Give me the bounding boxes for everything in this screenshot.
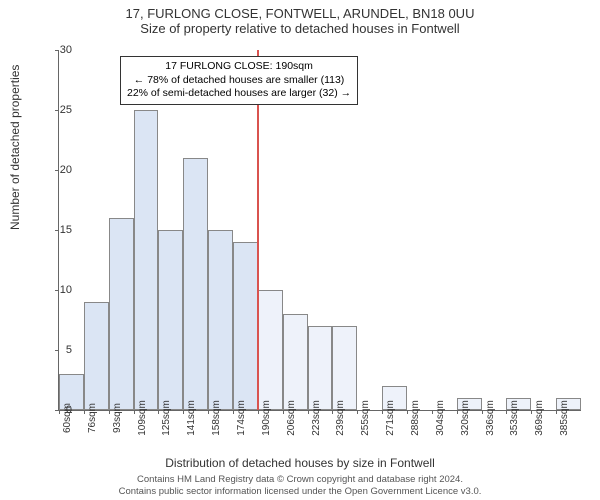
histogram-bar [183, 158, 208, 410]
histogram-bar [283, 314, 308, 410]
x-axis-label: Distribution of detached houses by size … [0, 456, 600, 470]
x-tick-label: 320sqm [460, 400, 471, 436]
histogram-bar [134, 110, 159, 410]
x-tick-label: 353sqm [509, 400, 520, 436]
x-tick-mark [407, 410, 408, 414]
annotation-callout: 17 FURLONG CLOSE: 190sqm ← 78% of detach… [120, 56, 358, 105]
y-tick-label: 30 [60, 44, 72, 56]
x-tick-mark [457, 410, 458, 414]
histogram-bar [208, 230, 233, 410]
page-subtitle: Size of property relative to detached ho… [0, 21, 600, 36]
histogram-bar [158, 230, 183, 410]
footer-attribution: Contains HM Land Registry data © Crown c… [0, 474, 600, 497]
x-tick-mark [506, 410, 507, 414]
x-tick-label: 125sqm [161, 400, 172, 436]
x-tick-label: 93sqm [112, 403, 123, 433]
histogram-bar [233, 242, 258, 410]
histogram-bar [258, 290, 283, 410]
x-tick-mark [208, 410, 209, 414]
x-tick-mark [258, 410, 259, 414]
footer-line-1: Contains HM Land Registry data © Crown c… [0, 474, 600, 485]
x-tick-label: 288sqm [410, 400, 421, 436]
x-tick-label: 239sqm [335, 400, 346, 436]
x-tick-mark [308, 410, 309, 414]
x-tick-label: 141sqm [186, 400, 197, 436]
y-tick-mark [55, 350, 59, 351]
x-tick-label: 206sqm [286, 400, 297, 436]
x-tick-mark [134, 410, 135, 414]
x-tick-mark [158, 410, 159, 414]
x-tick-mark [382, 410, 383, 414]
x-tick-label: 255sqm [360, 400, 371, 436]
y-tick-mark [55, 50, 59, 51]
y-tick-label: 5 [66, 344, 72, 356]
x-tick-label: 336sqm [485, 400, 496, 436]
y-tick-label: 10 [60, 284, 72, 296]
x-tick-label: 304sqm [435, 400, 446, 436]
x-tick-label: 76sqm [87, 403, 98, 433]
y-axis-label: Number of detached properties [8, 65, 22, 230]
histogram-bar [332, 326, 357, 410]
x-tick-label: 174sqm [236, 400, 247, 436]
x-tick-mark [109, 410, 110, 414]
y-tick-label: 0 [66, 404, 72, 416]
y-tick-label: 25 [60, 104, 72, 116]
page-title: 17, FURLONG CLOSE, FONTWELL, ARUNDEL, BN… [0, 0, 600, 21]
footer-line-2: Contains public sector information licen… [0, 486, 600, 497]
histogram-bar [84, 302, 109, 410]
annotation-line-3: 22% of semi-detached houses are larger (… [127, 87, 351, 101]
x-tick-mark [432, 410, 433, 414]
x-tick-label: 271sqm [385, 400, 396, 436]
annotation-line-1: 17 FURLONG CLOSE: 190sqm [127, 60, 351, 74]
x-tick-label: 158sqm [211, 400, 222, 436]
y-tick-mark [55, 290, 59, 291]
x-tick-mark [84, 410, 85, 414]
x-tick-mark [482, 410, 483, 414]
x-tick-mark [531, 410, 532, 414]
histogram-bar [308, 326, 333, 410]
x-tick-label: 385sqm [559, 400, 570, 436]
x-tick-mark [59, 410, 60, 414]
x-tick-label: 190sqm [261, 400, 272, 436]
histogram-bar [109, 218, 134, 410]
annotation-line-2: ← 78% of detached houses are smaller (11… [127, 74, 351, 88]
x-tick-label: 109sqm [137, 400, 148, 436]
y-tick-mark [55, 110, 59, 111]
y-tick-label: 15 [60, 224, 72, 236]
x-tick-label: 223sqm [311, 400, 322, 436]
x-tick-mark [233, 410, 234, 414]
y-tick-mark [55, 230, 59, 231]
x-tick-mark [283, 410, 284, 414]
x-tick-mark [332, 410, 333, 414]
x-tick-mark [183, 410, 184, 414]
x-tick-label: 369sqm [534, 400, 545, 436]
x-tick-mark [357, 410, 358, 414]
x-tick-mark [556, 410, 557, 414]
y-tick-label: 20 [60, 164, 72, 176]
y-tick-mark [55, 170, 59, 171]
